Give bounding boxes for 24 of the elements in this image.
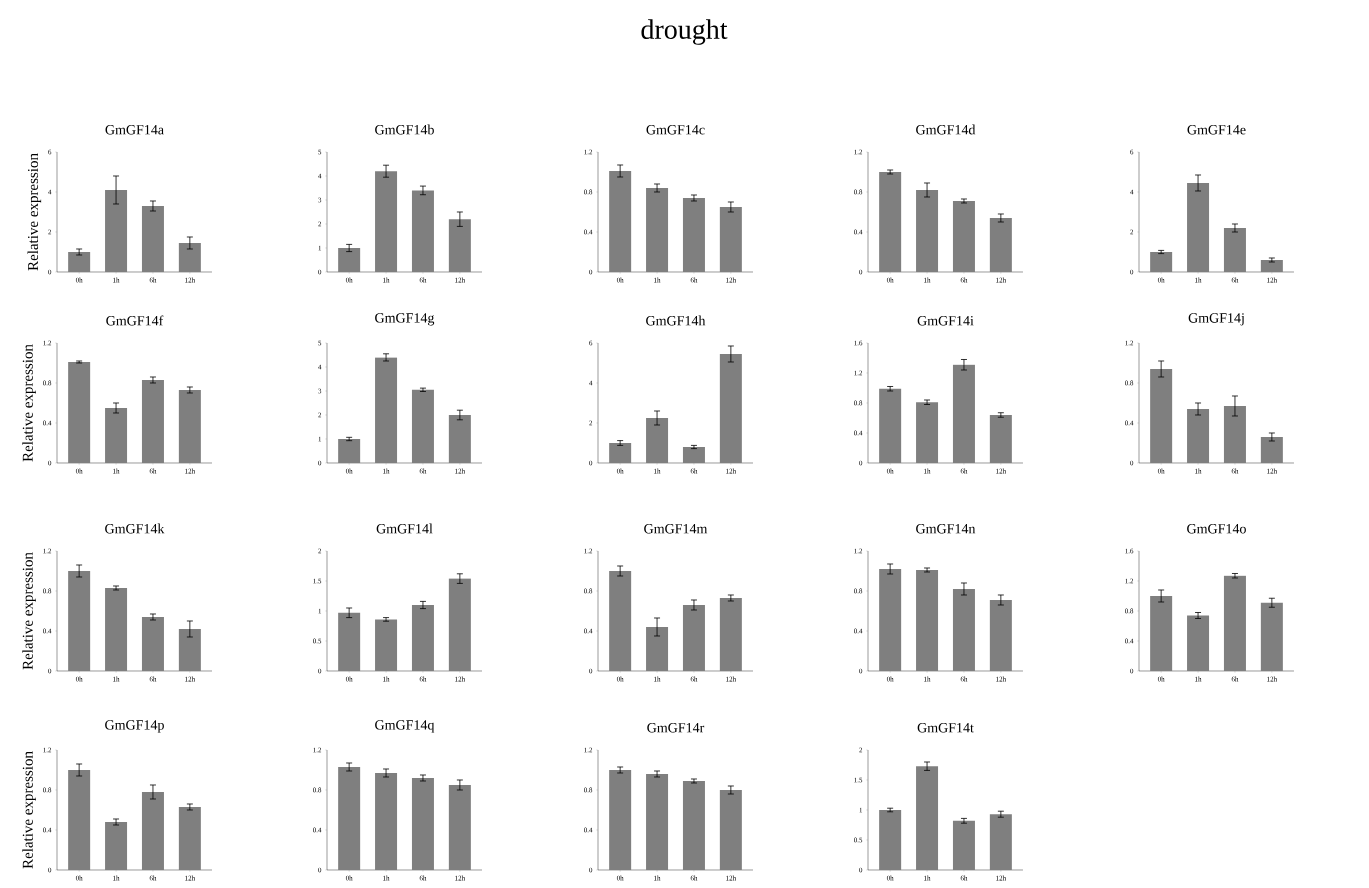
- chart-title: GmGF14m: [644, 524, 708, 534]
- chart-title: GmGF14e: [1187, 125, 1246, 135]
- y-axis-title: Relative expression: [27, 153, 42, 271]
- chart-title: GmGF14t: [917, 723, 974, 733]
- chart-title: GmGF14o: [1187, 524, 1246, 534]
- chart-title: GmGF14h: [646, 315, 706, 326]
- chart-title: GmGF14a: [105, 125, 164, 135]
- text: drought: [641, 19, 728, 45]
- chart-title: GmGF14n: [916, 524, 976, 534]
- chart-title: GmGF14r: [647, 723, 705, 733]
- chart-title: GmGF14g: [375, 313, 435, 326]
- chart-title: GmGF14j: [1188, 313, 1244, 326]
- y-axis-title: Relative expression: [22, 552, 36, 670]
- chart-title: GmGF14c: [646, 125, 705, 135]
- y-axis-title: Relative expression: [22, 344, 36, 462]
- chart-title: GmGF14q: [375, 720, 435, 733]
- chart-title: GmGF14b: [375, 124, 434, 135]
- chart-title: GmGF14l: [376, 523, 433, 534]
- chart-title: GmGF14p: [105, 720, 164, 733]
- chart-title: GmGF14d: [916, 124, 976, 135]
- chart-title: GmGF14k: [105, 523, 165, 534]
- chart-title: GmGF14i: [917, 316, 974, 326]
- y-axis-title: Relative expression: [22, 751, 36, 869]
- chart-title: GmGF14f: [106, 315, 164, 326]
